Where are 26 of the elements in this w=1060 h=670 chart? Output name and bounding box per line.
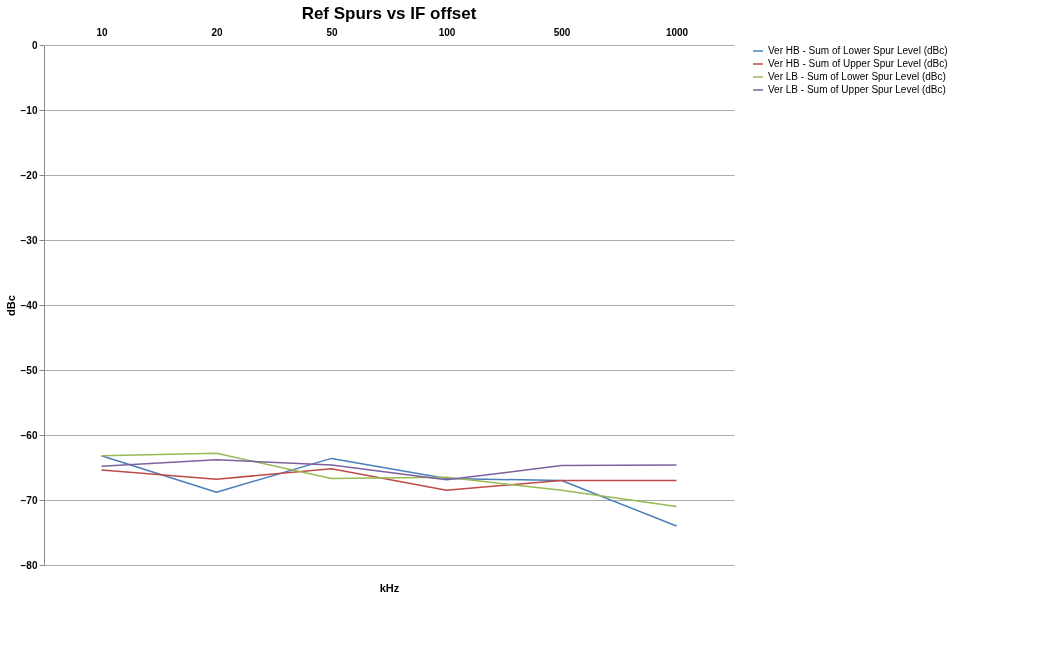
- y-tick-label: −50: [20, 364, 38, 376]
- y-tick-label: −80: [20, 559, 38, 571]
- legend-label: Ver HB - Sum of Lower Spur Level (dBc): [768, 45, 948, 56]
- y-tick-label: −60: [20, 429, 38, 441]
- line-series: [100, 468, 678, 491]
- legend-label: Ver HB - Sum of Upper Spur Level (dBc): [768, 58, 948, 69]
- y-tick-label: −10: [20, 104, 38, 116]
- x-tick-label: 500: [553, 26, 571, 38]
- y-tick-label: −20: [20, 169, 38, 181]
- y-tick-label: 0: [31, 39, 38, 51]
- line-series: [100, 452, 678, 508]
- x-tick-label: 20: [211, 26, 223, 38]
- x-tick-label: 100: [438, 26, 456, 38]
- chart-title: Ref Spurs vs IF offset: [301, 4, 477, 23]
- y-tick-label: −70: [20, 494, 38, 506]
- y-axis-title: dBc: [4, 295, 17, 316]
- x-tick-label: 10: [96, 26, 108, 38]
- x-axis-title: kHz: [379, 581, 400, 594]
- x-tick-label: 1000: [665, 26, 689, 38]
- legend-label: Ver LB - Sum of Lower Spur Level (dBc): [768, 71, 946, 82]
- y-tick-label: −40: [20, 299, 38, 311]
- x-tick-label: 50: [326, 26, 338, 38]
- line-series: [100, 455, 678, 527]
- legend-label: Ver LB - Sum of Upper Spur Level (dBc): [768, 84, 946, 95]
- line-series: [100, 458, 678, 481]
- y-tick-label: −30: [20, 234, 38, 246]
